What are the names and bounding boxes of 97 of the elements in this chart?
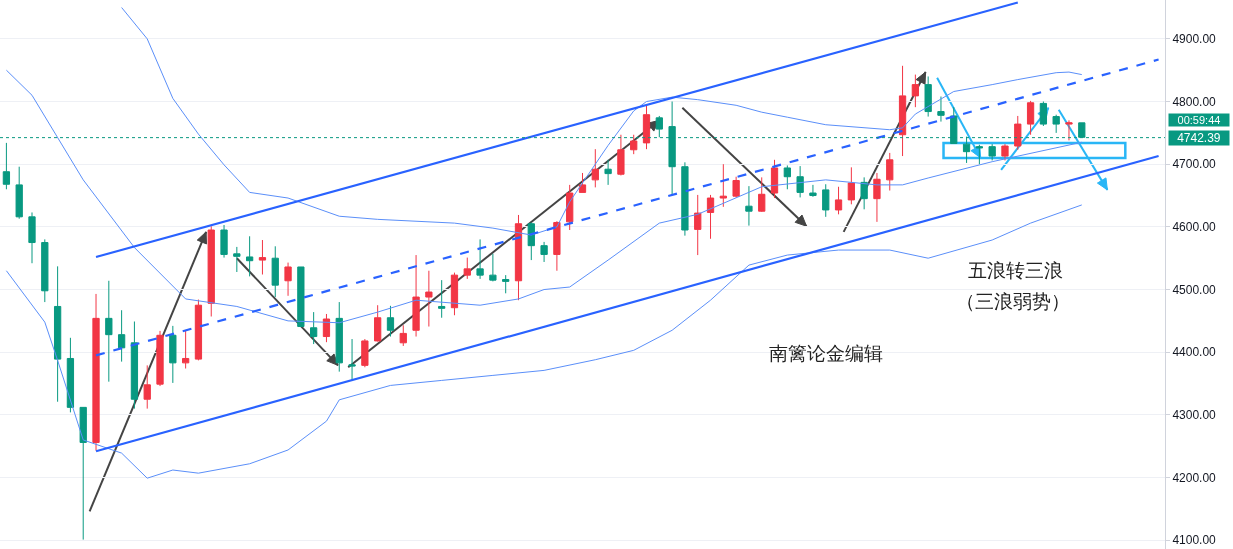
candlestick (79, 406, 87, 541)
candlestick (182, 330, 190, 370)
candlestick (374, 304, 382, 343)
candlestick (476, 238, 484, 280)
candlestick (591, 148, 599, 188)
candlestick (335, 301, 343, 373)
candlestick (41, 238, 49, 303)
candlestick (348, 338, 356, 382)
line-series (121, 7, 1083, 236)
candlestick (489, 253, 497, 282)
candlestick (719, 163, 727, 208)
candlestick (271, 245, 279, 298)
candlestick (386, 305, 395, 338)
candlestick (527, 221, 535, 261)
candlestick (502, 274, 510, 294)
candlestick (105, 280, 113, 383)
candlestick (438, 279, 446, 319)
candlestick (745, 185, 753, 227)
candlestick (886, 152, 894, 192)
candlestick (143, 364, 151, 410)
candlestick (975, 144, 983, 165)
candlestick (642, 104, 651, 150)
candlestick (425, 270, 433, 328)
candlestick (297, 266, 305, 328)
candlestick (1052, 114, 1060, 134)
candlestick (15, 166, 23, 220)
candlestick (847, 166, 855, 205)
ref-line-label: 4742.39 (1177, 131, 1221, 145)
candlestick (463, 257, 471, 280)
candlestick (911, 74, 919, 108)
candlestick (655, 115, 663, 138)
candlestick (617, 134, 625, 176)
candlestick (822, 183, 830, 218)
candlestick (630, 134, 638, 155)
annotation: （三浪弱势） (956, 291, 1070, 312)
candlestick (233, 246, 241, 273)
candlestick (92, 293, 100, 452)
candlestick (284, 262, 292, 297)
y-tick-label: 4800.00 (1172, 94, 1217, 109)
candlestick (809, 184, 817, 198)
candlestick (604, 159, 612, 186)
candlestick (310, 311, 318, 345)
candlestick (681, 161, 689, 237)
candlestick (169, 325, 177, 384)
candlestick (1014, 115, 1022, 151)
candlestick (1026, 100, 1035, 136)
candlestick (207, 225, 215, 317)
y-tick-label: 4400.00 (1172, 345, 1217, 360)
candlestick (220, 224, 228, 259)
annotation: 南篱论金编辑 (769, 343, 883, 364)
candlestick (988, 143, 996, 161)
candlestick (194, 299, 203, 361)
candlestick (796, 165, 804, 198)
line-series (5, 69, 1083, 324)
candlestick (246, 235, 254, 277)
candlestick (566, 184, 574, 231)
candlestick (258, 239, 267, 275)
y-tick-label: 4200.00 (1172, 470, 1217, 485)
candlestick (758, 176, 766, 213)
candlestick (514, 214, 523, 301)
candlestick (770, 159, 779, 199)
candlestick (898, 65, 907, 157)
y-tick-label: 4500.00 (1172, 282, 1217, 297)
candlestick (1065, 119, 1073, 141)
candlestick (399, 324, 407, 347)
y-tick-label: 4600.00 (1172, 220, 1217, 235)
candlestick (361, 338, 369, 368)
candlestick (732, 176, 740, 198)
candlestick (117, 309, 126, 363)
candlestick (694, 194, 702, 256)
y-tick-label: 4700.00 (1172, 157, 1217, 172)
candlestick (924, 75, 932, 118)
candlestick (540, 241, 548, 263)
candlestick (937, 96, 945, 123)
y-tick-label: 4100.00 (1172, 533, 1217, 548)
candlestick (28, 211, 36, 264)
line-series (5, 204, 1083, 479)
candlestick (860, 176, 868, 210)
candlestick (873, 172, 881, 223)
candlestick (578, 172, 587, 193)
y-tick-label: 4900.00 (1172, 32, 1217, 47)
candlestick (322, 313, 331, 343)
candlestick (156, 330, 164, 387)
candlestick (783, 164, 791, 190)
candlestick (66, 337, 75, 413)
candlestick (412, 254, 420, 338)
candlestick (1001, 143, 1009, 161)
text: 00:59:44 (1177, 114, 1221, 126)
candlestick (834, 186, 843, 215)
y-tick-label: 4300.00 (1172, 408, 1217, 423)
candlestick (553, 220, 561, 272)
candlestick (2, 142, 11, 190)
candlestick (450, 272, 459, 316)
annotation: 五浪转三浪 (968, 260, 1063, 281)
candlestick (130, 321, 139, 410)
candlestick (53, 265, 62, 403)
candlestick (706, 194, 715, 240)
